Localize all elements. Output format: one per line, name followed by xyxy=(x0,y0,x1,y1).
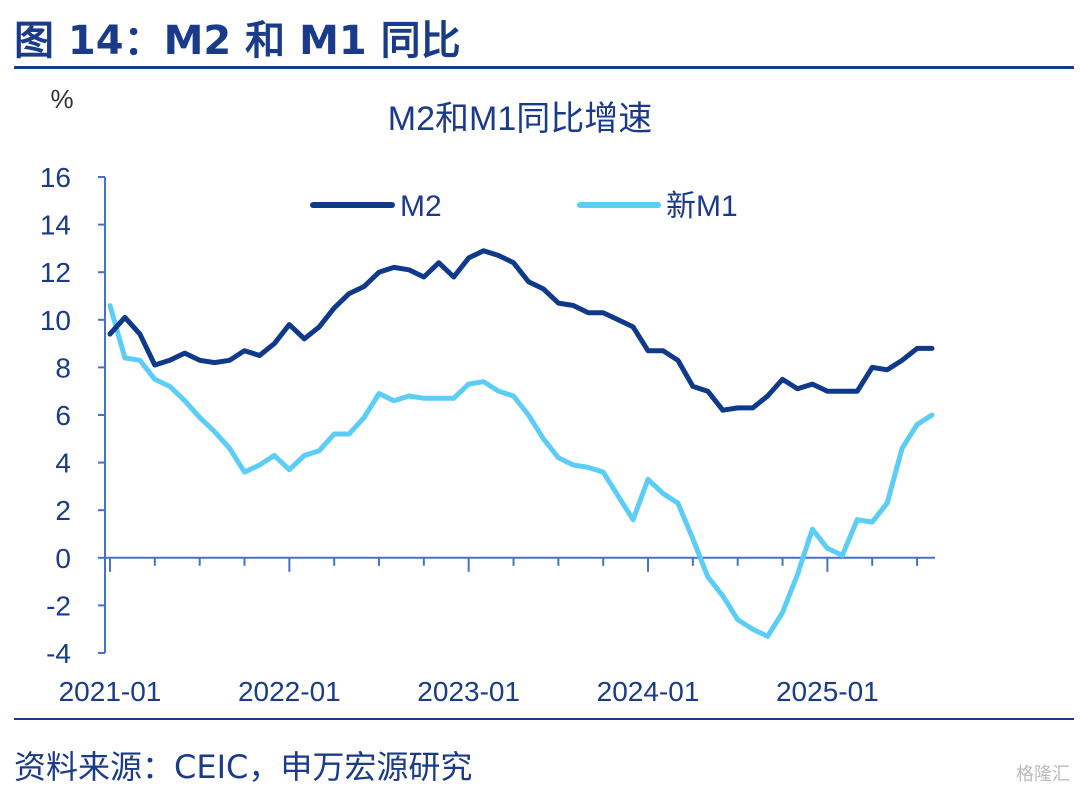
x-tick-label: 2022-01 xyxy=(238,676,341,707)
axes: -4 -2 0 2 4 6 8 10 12 14 16 2021-01 2022-01 2023-01 20… xyxy=(40,162,935,707)
x-tick-label: 2024-01 xyxy=(597,676,700,707)
y-tick-label: 2 xyxy=(55,495,71,526)
y-tick-label: -2 xyxy=(46,590,71,621)
header-divider xyxy=(14,66,1074,69)
legend-label-m2: M2 xyxy=(400,190,442,223)
x-tick-label: 2025-01 xyxy=(776,676,879,707)
series-line-m1 xyxy=(107,303,935,639)
series-layer xyxy=(107,248,935,639)
y-tick-label: 14 xyxy=(40,210,71,241)
footer-divider xyxy=(14,718,1074,720)
legend: M2 新M1 xyxy=(310,190,738,223)
chart-title: M2和M1同比增速 xyxy=(388,100,652,138)
y-tick-label: -4 xyxy=(46,638,71,669)
y-tick-label: 12 xyxy=(40,257,71,288)
y-tick-label: 16 xyxy=(40,162,71,193)
figure-header: 图 14：M2 和 M1 同比 xyxy=(14,18,461,64)
y-tick-label: 4 xyxy=(55,448,71,479)
y-axis-unit-label: % xyxy=(50,84,73,114)
x-tick-label: 2023-01 xyxy=(417,676,520,707)
source-note: 资料来源：CEIC，申万宏源研究 xyxy=(14,748,473,786)
y-tick-label: 8 xyxy=(55,352,71,383)
watermark: 格隆汇 xyxy=(1016,764,1070,785)
line-chart: M2和M1同比增速 % -4 -2 0 2 4 6 8 10 12 14 16 2021-01 2022… xyxy=(40,84,935,707)
y-tick-label: 0 xyxy=(55,543,71,574)
series-line-m2 xyxy=(107,248,935,413)
y-tick-label: 10 xyxy=(40,305,71,336)
legend-label-m1: 新M1 xyxy=(666,190,738,223)
y-tick-label: 6 xyxy=(55,400,71,431)
x-tick-label: 2021-01 xyxy=(59,676,162,707)
